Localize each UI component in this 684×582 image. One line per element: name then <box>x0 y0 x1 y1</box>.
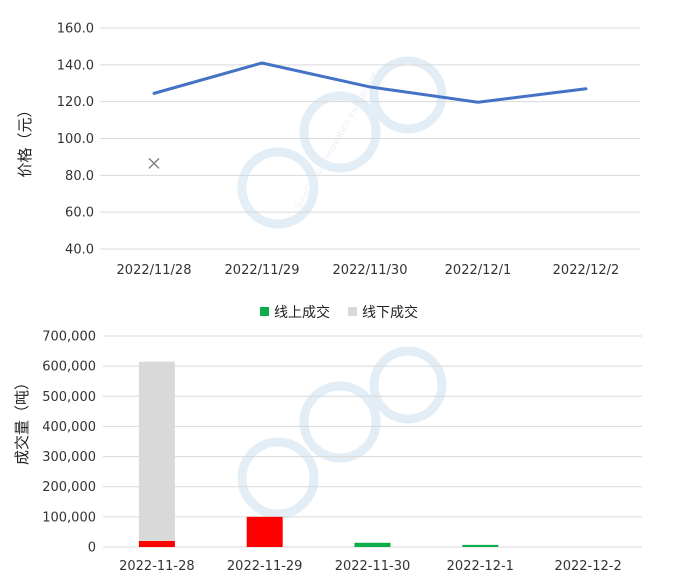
volume-y-tick-label: 200,000 <box>42 480 96 495</box>
volume-bars <box>138 361 499 547</box>
price-y-tick-label: 40.0 <box>65 243 94 258</box>
price-y-ticks: 40.0 60.0 80.0 100.0 120.0 140.0 160.0 <box>57 22 94 258</box>
legend-label-online: 线上成交 <box>274 304 330 321</box>
volume-bar-chart: 线上成交 线下成交 0 100,000 200,000 300,000 400,000 5… <box>13 304 642 574</box>
volume-x-tick-label: 2022-11-29 <box>227 559 303 574</box>
bar-online <box>462 544 499 547</box>
volume-y-ticks: 0 100,000 200,000 300,000 400,000 500,000 600,… <box>42 330 96 556</box>
bar-online <box>138 540 175 547</box>
volume-x-tick-label: 2022-12-2 <box>554 559 621 574</box>
price-series-line <box>152 61 588 104</box>
volume-y-tick-label: 400,000 <box>42 420 96 435</box>
price-y-tick-label: 60.0 <box>65 206 94 221</box>
legend-label-offline: 线下成交 <box>362 304 418 321</box>
price-y-tick-label: 100.0 <box>57 132 94 147</box>
volume-y-tick-label: 600,000 <box>42 360 96 375</box>
price-y-tick-label: 80.0 <box>65 169 94 184</box>
legend-swatch-offline <box>348 307 357 316</box>
volume-legend: 线上成交 线下成交 <box>260 304 418 321</box>
price-x-tick-label: 2022/11/28 <box>117 263 192 278</box>
price-line-chart: 40.0 60.0 80.0 100.0 120.0 140.0 160.0 2022/11… <box>16 22 640 278</box>
watermark-top: SinoCarbon Innovation Investment <box>237 56 447 229</box>
volume-y-tick-label: 100,000 <box>42 510 96 525</box>
watermark-bottom <box>237 346 447 519</box>
bar-online <box>246 516 283 547</box>
price-y-axis-title: 价格（元） <box>16 102 34 177</box>
bar-offline <box>138 361 175 541</box>
bar-online <box>354 542 391 547</box>
price-grid <box>100 27 640 250</box>
price-y-tick-label: 120.0 <box>57 95 94 110</box>
price-x-tick-label: 2022/12/2 <box>553 263 620 278</box>
volume-y-tick-label: 500,000 <box>42 390 96 405</box>
price-x-tick-label: 2022/11/29 <box>225 263 300 278</box>
volume-x-ticks: 2022-11-28 2022-11-29 2022-11-30 2022-12-1 2… <box>119 559 622 574</box>
volume-y-tick-label: 700,000 <box>42 330 96 345</box>
volume-y-tick-label: 300,000 <box>42 450 96 465</box>
price-series <box>148 61 588 169</box>
volume-y-axis-title: 成交量（吨） <box>13 375 31 465</box>
volume-x-tick-label: 2022-11-30 <box>335 559 411 574</box>
price-marker-point <box>148 157 160 169</box>
volume-x-tick-label: 2022-12-1 <box>447 559 514 574</box>
price-x-tick-label: 2022/12/1 <box>445 263 512 278</box>
price-x-ticks: 2022/11/28 2022/11/29 2022/11/30 2022/12/1 2… <box>117 263 620 278</box>
price-y-tick-label: 140.0 <box>57 58 94 73</box>
price-y-tick-label: 160.0 <box>57 22 94 37</box>
volume-x-tick-label: 2022-11-28 <box>119 559 195 574</box>
legend-swatch-online <box>260 307 269 316</box>
volume-y-tick-label: 0 <box>88 541 96 556</box>
price-x-tick-label: 2022/11/30 <box>333 263 408 278</box>
